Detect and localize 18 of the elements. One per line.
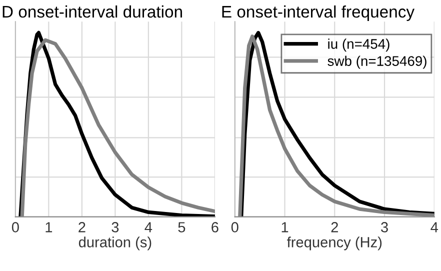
x-tick-label: 0 [12, 222, 19, 232]
x-tick-label: 0 [231, 222, 238, 232]
chart-title: E onset-interval frequency [222, 5, 415, 21]
x-tick-label: 1 [282, 222, 288, 232]
x-tick-label: 4 [144, 222, 152, 232]
legend-label: iu (n=454) [328, 38, 390, 52]
x-tick-label: 3 [112, 222, 119, 232]
x-tick-label: 5 [178, 222, 186, 232]
legend-label: swb (n=135469) [328, 56, 426, 69]
x-tick-label: 2 [331, 222, 338, 232]
x-tick-label: 4 [430, 222, 438, 232]
x-tick-label: 6 [212, 222, 218, 232]
x-tick-label: 3 [381, 222, 388, 232]
x-axis-title: frequency (Hz) [287, 236, 382, 250]
x-tick-label: 1 [46, 222, 52, 232]
chart-title: D onset-interval duration [2, 5, 182, 18]
x-tick-label: 2 [78, 222, 86, 232]
x-axis-title: duration (s) [78, 236, 152, 250]
